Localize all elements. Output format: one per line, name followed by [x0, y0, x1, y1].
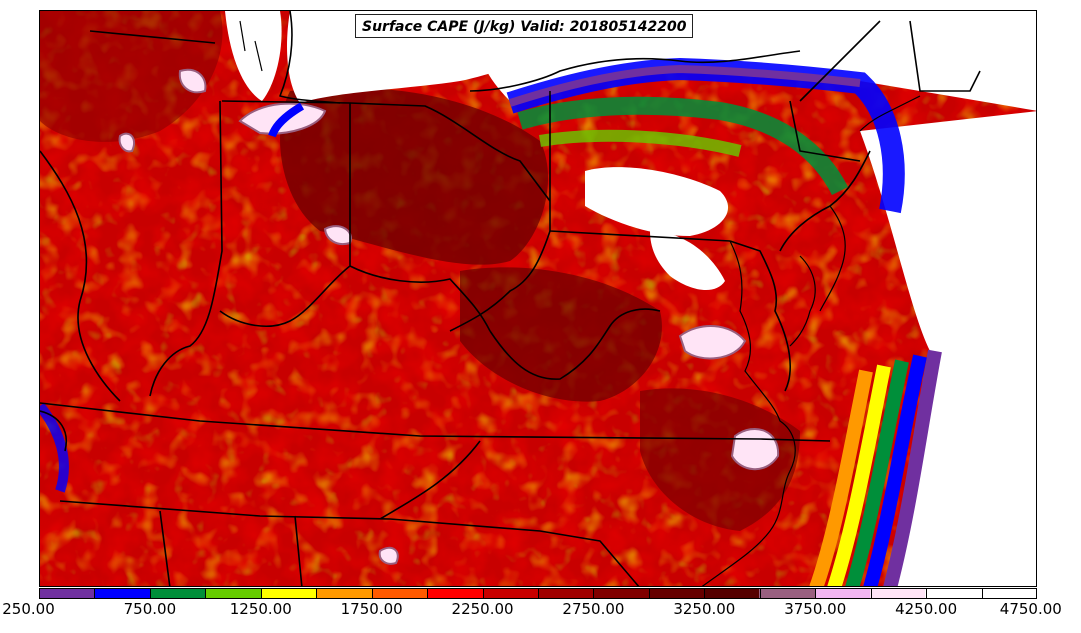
- colorbar-labels: 250.00 750.00 1250.00 1750.00 2250.00 2750.00…: [0, 600, 1081, 628]
- boundary-tn-south: [59, 500, 541, 532]
- coastline-ne: [859, 95, 921, 132]
- boundary-ar: [40, 410, 67, 452]
- state-boundaries: [40, 11, 981, 586]
- boundary-wv-oh: [449, 230, 551, 332]
- colorbar-segment: [703, 589, 760, 598]
- coastline-mid-atlantic: [701, 240, 796, 586]
- boundary-nc-tn: [379, 440, 481, 520]
- colorbar-segment: [261, 589, 317, 598]
- colorbar-segment: [759, 589, 815, 598]
- colorbar-segment: [205, 589, 262, 598]
- high-cape-core-central: [460, 267, 662, 402]
- colorbar-segment: [371, 589, 428, 598]
- colorbar-segment: [316, 589, 372, 598]
- colorbar-segment: [980, 589, 1036, 598]
- boundary-ny-ne: [789, 20, 881, 162]
- boundary-in-oh: [219, 100, 351, 327]
- map-title: Surface CAPE (J/kg) Valid: 201805142200: [355, 14, 694, 38]
- colorbar-label: 1250.00: [229, 600, 292, 618]
- colorbar-segment: [482, 589, 538, 598]
- boundary-lake-erie-ontario: [469, 50, 801, 92]
- colorbar-segment: [150, 589, 206, 598]
- boundary-mississippi: [40, 150, 121, 402]
- colorbar-segment: [40, 589, 96, 598]
- boundary-md-de: [729, 240, 791, 392]
- boundary-tn-ky-va: [40, 402, 831, 442]
- colorbar-segment: [869, 589, 926, 598]
- cape-map: [39, 10, 1037, 587]
- colorbar-label: 250.00: [2, 600, 55, 618]
- colorbar-segment: [648, 589, 704, 598]
- high-cape-core-east: [640, 388, 800, 531]
- colorbar-label: 4250.00: [895, 600, 958, 618]
- colorbar-segment: [427, 589, 483, 598]
- boundary-oh-ky: [349, 265, 491, 332]
- coastline-delmarva: [789, 255, 816, 347]
- colorbar-segment: [537, 589, 594, 598]
- high-cape-core-north: [280, 87, 549, 265]
- md-void: [650, 231, 725, 291]
- colorbar-segment: [593, 589, 649, 598]
- lake-shore-marks: [239, 20, 263, 72]
- boundary-ms-al-ga: [159, 510, 303, 586]
- coastlines: [239, 20, 921, 586]
- colorbar-label: 1750.00: [340, 600, 403, 618]
- colorbar-label: 3250.00: [673, 600, 736, 618]
- colorbar-label: 3750.00: [784, 600, 847, 618]
- coastline-nj: [819, 205, 846, 312]
- colorbar-label: 4750.00: [999, 600, 1062, 618]
- colorbar-segment: [814, 589, 870, 598]
- colorbar-segment: [925, 589, 981, 598]
- boundary-oh-north: [349, 102, 551, 202]
- boundary-nc-sc: [539, 530, 640, 586]
- boundary-il-in: [149, 100, 223, 397]
- boundary-mi: [279, 11, 341, 104]
- atlantic-void: [860, 111, 1036, 586]
- low-cape-fringe: [40, 57, 942, 586]
- high-cape-core-west: [40, 11, 223, 142]
- boundary-vt-nh-ma: [909, 20, 981, 92]
- colorbar-segment: [95, 589, 151, 598]
- pa-void: [585, 167, 729, 236]
- cape-map-svg: [40, 11, 1036, 586]
- lake-michigan: [225, 11, 282, 101]
- colorbar: [39, 588, 1037, 599]
- colorbar-label: 2750.00: [562, 600, 625, 618]
- colorbar-label: 750.00: [123, 600, 177, 618]
- boundary-wv-va: [489, 308, 661, 380]
- colorbar-label: 2250.00: [451, 600, 514, 618]
